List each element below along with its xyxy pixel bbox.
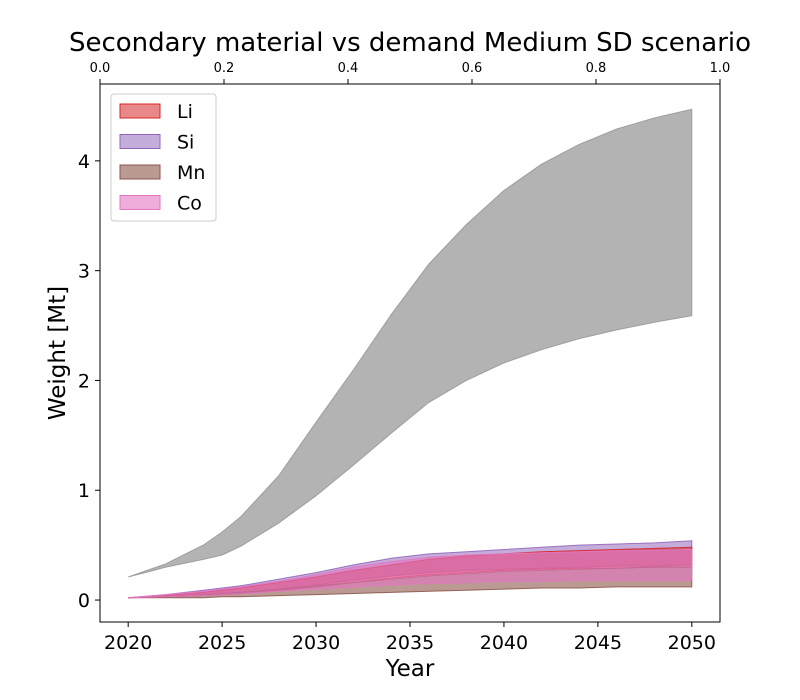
top-tick-label: 1.0 xyxy=(710,61,731,76)
legend-box xyxy=(110,93,217,222)
legend-swatch-li xyxy=(119,103,161,119)
legend: Li Si Mn Co xyxy=(110,93,217,222)
y-tick-label: 1 xyxy=(78,480,90,502)
x-tick-label: 2050 xyxy=(668,632,716,654)
legend-label-li: Li xyxy=(177,101,193,123)
y-tick-label: 0 xyxy=(78,590,90,612)
top-tick-label: 0.8 xyxy=(586,61,607,76)
y-axis-label: Weight [Mt] xyxy=(45,286,71,420)
y-tick-label: 3 xyxy=(78,261,90,283)
legend-swatch-si xyxy=(119,134,161,149)
legend-swatch-co xyxy=(119,195,161,210)
chart-title: Secondary material vs demand Medium SD s… xyxy=(69,28,751,58)
legend-label-co: Co xyxy=(177,193,202,215)
x-axis-ticks: 2020 2025 2030 2035 2040 2045 2050 xyxy=(104,622,716,654)
x-tick-label: 2045 xyxy=(574,632,622,654)
legend-label-mn: Mn xyxy=(177,162,205,184)
top-axis-ticks: 0.0 0.2 0.4 0.6 0.8 1.0 xyxy=(90,61,731,84)
top-tick-label: 0.6 xyxy=(462,61,483,76)
y-axis-ticks: 0 1 2 3 4 xyxy=(78,151,100,612)
area-series-total-0 xyxy=(128,108,693,578)
top-tick-label: 0.0 xyxy=(90,61,111,76)
top-tick-label: 0.4 xyxy=(338,61,359,76)
x-tick-label: 2030 xyxy=(292,632,340,654)
legend-label-si: Si xyxy=(177,132,194,154)
y-tick-label: 4 xyxy=(78,151,90,173)
legend-swatch-mn xyxy=(119,164,161,180)
x-tick-label: 2040 xyxy=(480,632,528,654)
x-tick-label: 2025 xyxy=(198,632,246,654)
x-tick-label: 2020 xyxy=(104,632,152,654)
x-tick-label: 2035 xyxy=(386,632,434,654)
area-series-co xyxy=(128,548,693,599)
area-layer xyxy=(128,108,693,599)
y-tick-label: 2 xyxy=(78,370,90,392)
top-tick-label: 0.2 xyxy=(214,61,235,76)
x-axis-label: Year xyxy=(385,656,435,682)
